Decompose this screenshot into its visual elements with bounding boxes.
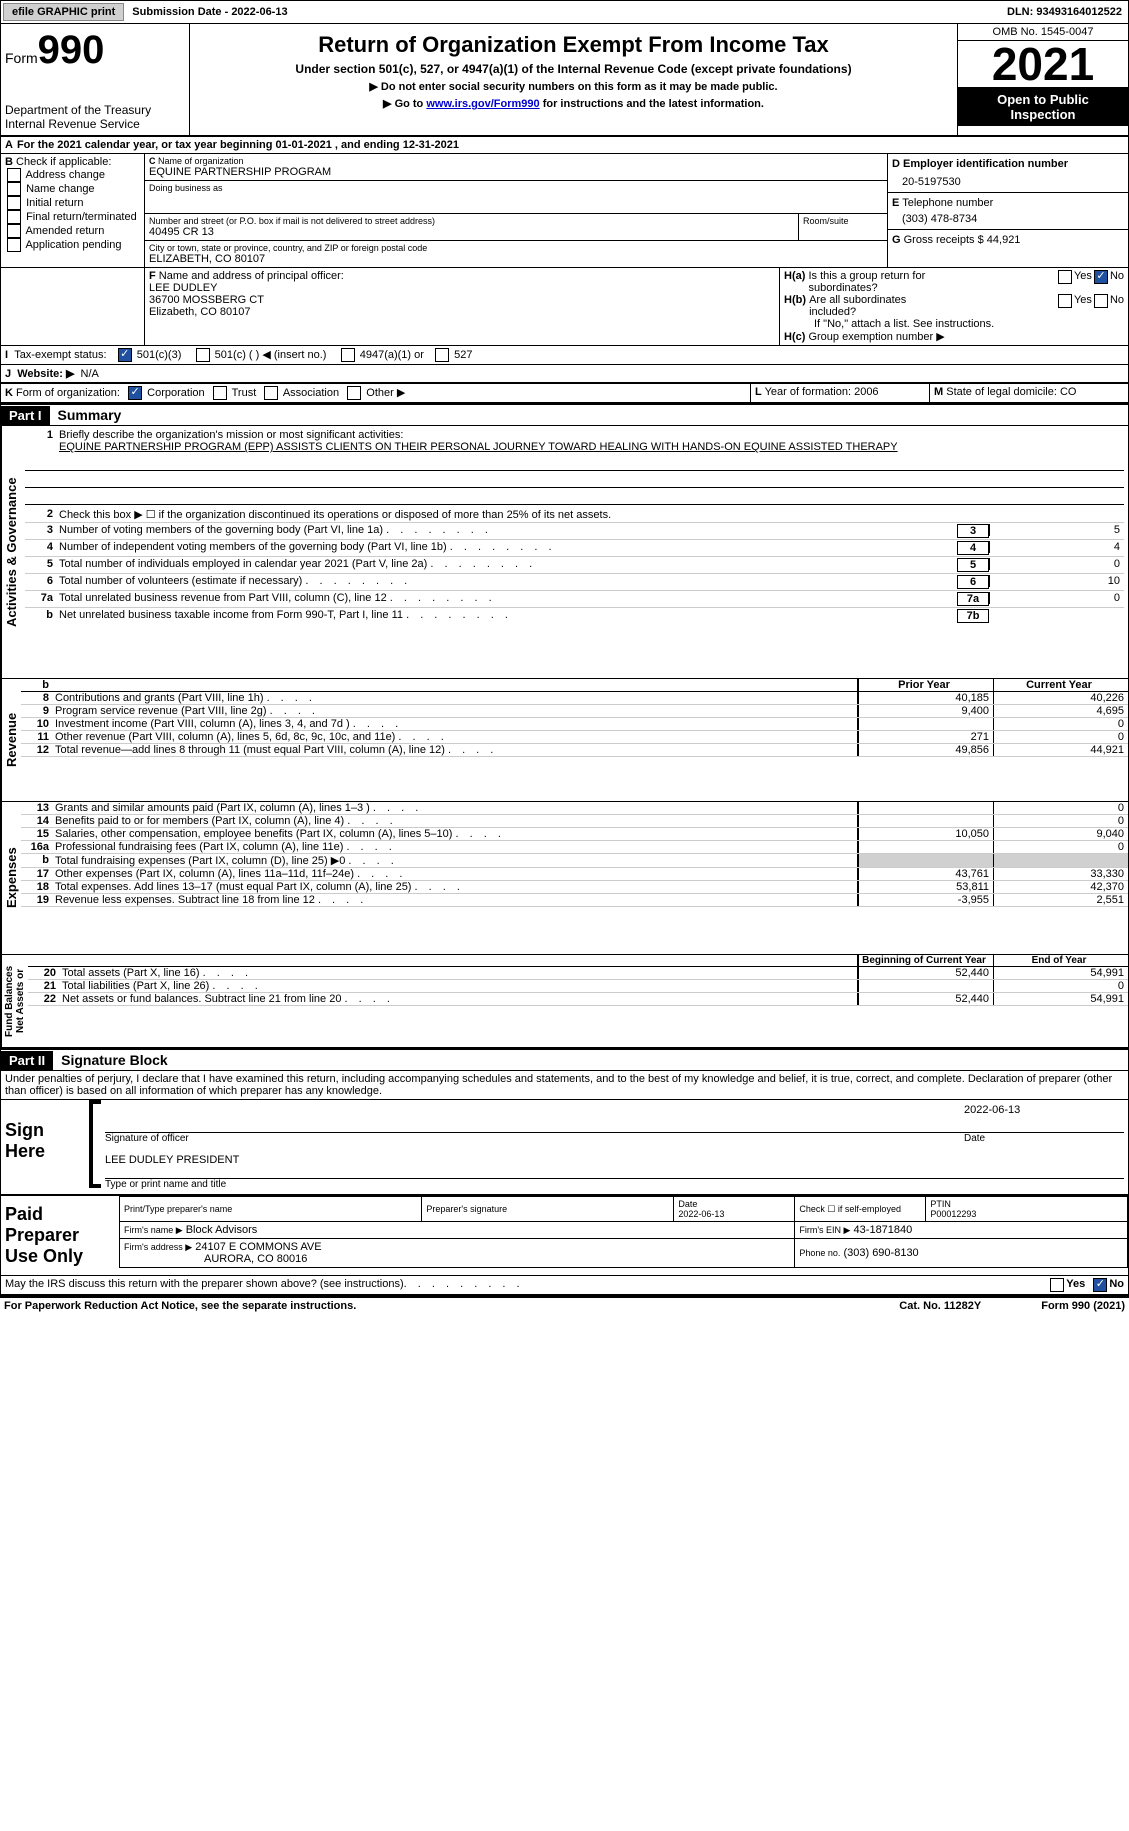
section-j: J Website: ▶ N/A [0,365,1129,384]
sections-b-through-g: B Check if applicable: Address change Na… [0,154,1129,268]
check-application-pending[interactable] [7,238,21,252]
discuss-row: May the IRS discuss this return with the… [0,1276,1129,1296]
tax-year: 2021 [958,41,1128,88]
state-domicile: CO [1060,386,1077,398]
org-city: ELIZABETH, CO 80107 [149,253,883,265]
hb-no[interactable] [1094,294,1108,308]
section-k-l-m: K Form of organization: Corporation Trus… [0,384,1129,404]
ha-yes[interactable] [1058,270,1072,284]
form-subtitle: Under section 501(c), 527, or 4947(a)(1)… [194,62,953,76]
check-other[interactable] [347,386,361,400]
mission-text: EQUINE PARTNERSHIP PROGRAM (EPP) ASSISTS… [59,441,898,453]
officer-name-title: LEE DUDLEY PRESIDENT [105,1144,1124,1179]
expenses-section: Expenses 13Grants and similar amounts pa… [0,802,1129,955]
firm-name: Block Advisors [186,1224,258,1236]
check-527[interactable] [435,348,449,362]
part1-header: Part I Summary [0,404,1129,426]
firm-phone: (303) 690-8130 [843,1247,918,1259]
irs-label: Internal Revenue Service [5,117,185,131]
submission-date: Submission Date - 2022-06-13 [126,4,293,20]
officer-name: LEE DUDLEY [149,282,775,294]
firm-addr: 24107 E COMMONS AVE [195,1241,321,1253]
website: N/A [81,368,99,380]
year-formation: 2006 [854,386,878,398]
dept-treasury: Department of the Treasury [5,103,185,117]
section-a: AFor the 2021 calendar year, or tax year… [0,137,1129,154]
org-street: 40495 CR 13 [149,226,794,238]
check-4947a1[interactable] [341,348,355,362]
check-name-change[interactable] [7,182,21,196]
section-i: I Tax-exempt status: 501(c)(3) 501(c) ( … [0,346,1129,365]
officer-addr2: Elizabeth, CO 80107 [149,306,775,318]
ha-no[interactable] [1094,270,1108,284]
form-prefix: Form [5,50,38,66]
discuss-yes[interactable] [1050,1278,1064,1292]
check-amended-return[interactable] [7,224,21,238]
ein: 20-5197530 [902,176,1124,188]
firm-ein: 43-1871840 [854,1224,913,1236]
hb-yes[interactable] [1058,294,1072,308]
check-initial-return[interactable] [7,196,21,210]
check-final-return[interactable] [7,210,21,224]
gross-receipts: 44,921 [987,234,1021,246]
form-number: 990 [38,28,105,72]
part2-header: Part II Signature Block [0,1049,1129,1071]
net-assets-section: Net Assets or Fund Balances Beginning of… [0,955,1129,1049]
check-address-change[interactable] [7,168,21,182]
declaration-text: Under penalties of perjury, I declare th… [0,1071,1129,1100]
open-inspection: Open to PublicInspection [958,88,1128,126]
paid-preparer-block: Paid Preparer Use Only Print/Type prepar… [0,1196,1129,1276]
ssn-note: ▶ Do not enter social security numbers o… [194,80,953,93]
dln-label: DLN: 93493164012522 [1001,4,1128,20]
ptin: P00012293 [930,1209,976,1219]
org-name: EQUINE PARTNERSHIP PROGRAM [149,166,883,178]
activities-governance: Activities & Governance 1Briefly describ… [0,426,1129,679]
efile-print-button[interactable]: efile GRAPHIC print [3,3,124,21]
revenue-section: Revenue b Prior Year Current Year 8Contr… [0,679,1129,802]
sign-here-block: Sign Here 2022-06-13 Signature of office… [0,1100,1129,1196]
phone: (303) 478-8734 [902,213,1124,225]
check-trust[interactable] [213,386,227,400]
check-assoc[interactable] [264,386,278,400]
page-footer: For Paperwork Reduction Act Notice, see … [0,1296,1129,1314]
goto-note: ▶ Go to www.irs.gov/Form990 for instruct… [194,97,953,110]
discuss-no[interactable] [1093,1278,1107,1292]
officer-addr1: 36700 MOSSBERG CT [149,294,775,306]
form-title: Return of Organization Exempt From Incom… [194,32,953,58]
check-501c[interactable] [196,348,210,362]
form-header: Form990 Department of the Treasury Inter… [0,24,1129,137]
sig-date: 2022-06-13 [956,1104,1124,1133]
check-501c3[interactable] [118,348,132,362]
check-corp[interactable] [128,386,142,400]
top-toolbar: efile GRAPHIC print Submission Date - 20… [0,0,1129,24]
irs-link[interactable]: www.irs.gov/Form990 [426,98,539,110]
sections-f-h: F Name and address of principal officer:… [0,268,1129,346]
